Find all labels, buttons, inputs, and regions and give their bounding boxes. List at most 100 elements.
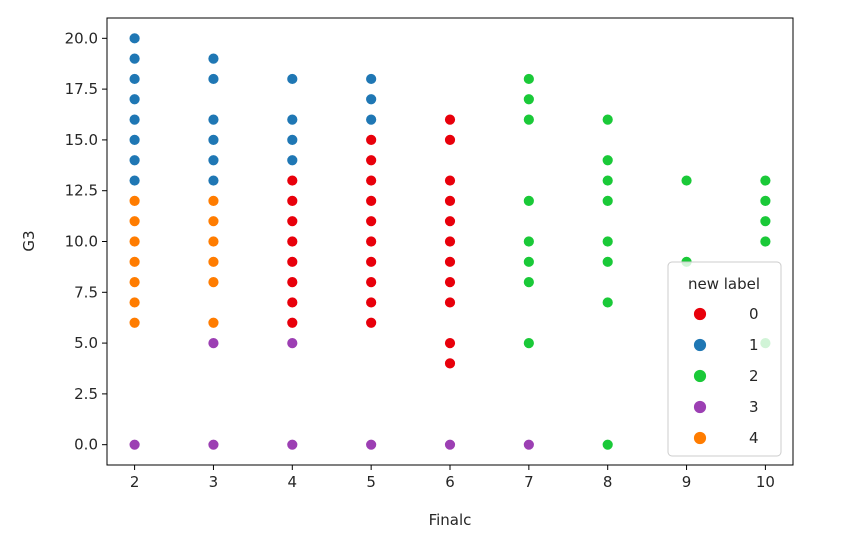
data-point <box>365 73 378 85</box>
data-point <box>286 337 299 349</box>
data-point <box>128 113 141 126</box>
x-axis-label: Finalc <box>429 511 472 529</box>
data-point <box>522 235 535 248</box>
legend-marker <box>693 431 707 445</box>
data-point <box>128 215 141 228</box>
data-point <box>365 154 378 167</box>
data-point <box>759 235 772 248</box>
data-point <box>522 73 535 85</box>
legend-marker <box>693 369 707 383</box>
data-point <box>128 255 141 268</box>
data-point <box>759 194 772 207</box>
data-point <box>365 255 378 268</box>
data-point <box>444 235 456 248</box>
y-tick-label: 5.0 <box>74 334 98 352</box>
data-point <box>207 134 220 146</box>
data-point <box>128 154 141 167</box>
data-point <box>365 134 378 146</box>
x-tick-label: 5 <box>366 473 376 491</box>
legend-marker <box>693 400 707 414</box>
data-point <box>522 194 535 207</box>
data-point <box>207 316 220 329</box>
data-point <box>207 235 220 248</box>
data-point <box>128 32 141 45</box>
x-tick-label: 7 <box>524 473 534 491</box>
data-point <box>522 93 535 106</box>
data-point <box>286 235 299 248</box>
data-point <box>365 438 378 451</box>
x-tick-label: 8 <box>603 473 613 491</box>
data-point <box>207 113 220 126</box>
y-axis: 0.0 2.5 5.0 7.5 10.0 12.5 15.0 17.5 20.0 <box>65 29 107 454</box>
data-point <box>207 276 220 289</box>
legend-marker <box>693 307 707 321</box>
data-point <box>365 215 378 228</box>
data-point <box>365 113 378 126</box>
legend-label: 0 <box>749 305 759 323</box>
data-point <box>601 194 614 207</box>
data-point <box>365 316 378 329</box>
data-point <box>207 73 220 85</box>
data-point <box>601 174 614 187</box>
legend-label: 4 <box>749 429 759 447</box>
x-tick-label: 9 <box>682 473 692 491</box>
data-point <box>286 215 299 228</box>
data-point <box>365 93 378 106</box>
data-point <box>444 215 456 228</box>
data-point <box>128 276 141 289</box>
points-layer <box>128 32 772 451</box>
data-point <box>286 316 299 329</box>
data-point <box>286 194 299 207</box>
data-point <box>522 255 535 268</box>
data-point <box>601 113 614 126</box>
data-point <box>680 174 693 187</box>
data-point <box>522 438 535 451</box>
data-point <box>207 438 220 451</box>
data-point <box>128 194 141 207</box>
y-tick-label: 15.0 <box>65 131 98 149</box>
legend-entries: 0 1 2 3 4 <box>693 305 759 447</box>
y-tick-label: 12.5 <box>65 182 98 200</box>
data-point <box>128 438 141 451</box>
data-point <box>207 174 220 187</box>
data-point <box>522 113 535 126</box>
data-point <box>759 174 772 187</box>
x-tick-label: 3 <box>209 473 219 491</box>
data-point <box>365 194 378 207</box>
legend-label: 1 <box>749 336 759 354</box>
data-point <box>601 154 614 167</box>
data-point <box>365 276 378 289</box>
legend-title: new label <box>688 275 760 293</box>
data-point <box>601 296 614 309</box>
data-point <box>365 296 378 309</box>
data-point <box>128 296 141 309</box>
data-point <box>207 52 220 65</box>
data-point <box>207 215 220 228</box>
x-axis: 2 3 4 5 6 7 8 9 10 <box>130 465 775 491</box>
data-point <box>444 337 456 349</box>
data-point <box>128 235 141 248</box>
data-point <box>128 52 141 65</box>
legend-label: 3 <box>749 398 759 416</box>
legend: new label 0 1 2 3 4 <box>667 261 782 457</box>
y-tick-label: 0.0 <box>74 436 98 454</box>
data-point <box>207 337 220 349</box>
data-point <box>286 113 299 126</box>
data-point <box>522 337 535 349</box>
data-point <box>444 134 456 146</box>
data-point <box>444 296 456 309</box>
data-point <box>128 134 141 146</box>
data-point <box>207 194 220 207</box>
data-point <box>128 316 141 329</box>
y-axis-label: G3 <box>20 230 38 251</box>
legend-marker <box>693 338 707 352</box>
data-point <box>128 93 141 106</box>
data-point <box>601 235 614 248</box>
data-point <box>286 154 299 167</box>
data-point <box>759 215 772 228</box>
y-tick-label: 2.5 <box>74 385 98 403</box>
data-point <box>286 438 299 451</box>
y-tick-label: 7.5 <box>74 283 98 301</box>
data-point <box>444 113 456 126</box>
